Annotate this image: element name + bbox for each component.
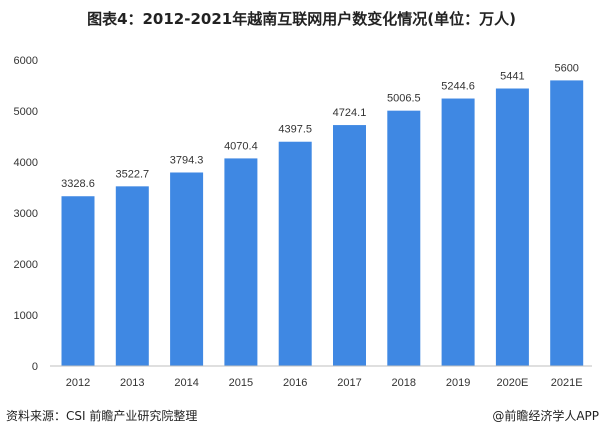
x-tick-label: 2013 [120, 377, 144, 389]
source-note: 资料来源：CSI 前瞻产业研究院整理 [6, 409, 198, 423]
bar-2014 [170, 172, 204, 366]
y-tick-label: 2000 [14, 259, 38, 271]
bar-2019 [441, 98, 475, 367]
y-tick-label: 0 [32, 361, 38, 373]
data-label: 3794.3 [170, 154, 204, 166]
data-label: 5244.6 [441, 81, 475, 93]
bar-2012 [61, 196, 95, 366]
y-tick-label: 6000 [14, 55, 38, 67]
bar-2020E [495, 88, 529, 366]
bars: 3328.6 3522.7 3794.3 4070.4 4397.5 4724.1 5006… [61, 62, 584, 367]
y-tick-label: 3000 [14, 208, 38, 220]
data-label: 4070.4 [224, 140, 258, 152]
y-tick-label: 5000 [14, 106, 38, 118]
brand-label: @前瞻经济学人APP [492, 409, 599, 423]
y-tick-label: 4000 [14, 157, 38, 169]
x-tick-label: 2012 [66, 377, 90, 389]
x-axis: 2012 2013 2014 2015 2016 2017 2018 2019 2020E 202… [66, 377, 583, 389]
data-label: 3328.6 [61, 178, 95, 190]
data-label: 4397.5 [278, 124, 312, 136]
y-tick-label: 1000 [14, 310, 38, 322]
bar-2018 [387, 110, 421, 366]
x-tick-label: 2018 [392, 377, 416, 389]
bar-2013 [115, 186, 149, 366]
x-tick-label: 2019 [446, 377, 470, 389]
bar-2017 [333, 125, 366, 367]
bar-2016 [278, 141, 312, 366]
data-label: 3522.7 [115, 168, 149, 180]
x-tick-label: 2015 [229, 377, 253, 389]
x-tick-label: 2014 [174, 377, 198, 389]
data-label: 5441 [500, 71, 524, 83]
x-tick-label: 2017 [337, 377, 361, 389]
data-label: 5006.5 [387, 93, 421, 105]
bar-2015 [224, 158, 258, 366]
data-label: 4724.1 [333, 107, 367, 119]
x-tick-label: 2020E [496, 377, 528, 389]
chart-title: 图表4：2012-2021年越南互联网用户数变化情况(单位：万人) [87, 10, 516, 28]
bar-2021E [550, 80, 584, 367]
x-tick-label: 2021E [551, 377, 583, 389]
x-tick-label: 2016 [283, 377, 307, 389]
data-label: 5600 [554, 62, 578, 74]
y-axis: 0 1000 2000 3000 4000 5000 6000 [14, 55, 38, 373]
